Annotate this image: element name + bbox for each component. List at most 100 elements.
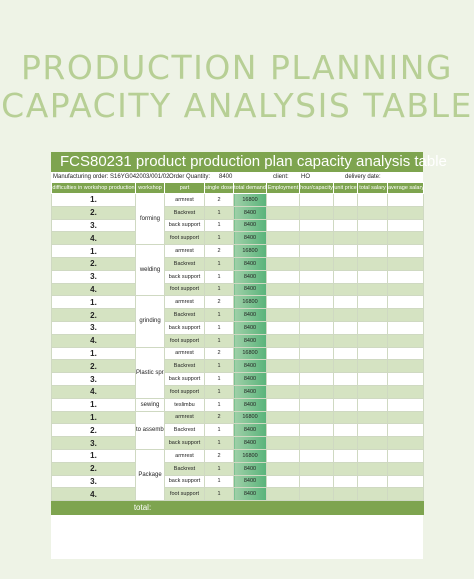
unit-price-cell[interactable] [333,436,358,450]
hour-capacity-cell[interactable] [299,282,334,297]
average-salary-cell[interactable] [387,487,424,502]
average-salary-cell[interactable] [387,384,424,399]
single-dose-cell[interactable]: 1 [204,384,234,399]
part-cell[interactable]: back support [164,218,205,233]
total-cell[interactable] [387,500,424,516]
total-demand-cell[interactable]: 16800 [233,244,267,258]
hour-capacity-cell[interactable] [299,320,334,335]
average-salary-cell[interactable] [387,295,424,310]
row-index-cell[interactable]: 1. [51,346,136,361]
total-demand-cell[interactable]: 8400 [233,269,267,284]
average-salary-cell[interactable] [387,448,424,463]
total-demand-cell[interactable]: 8400 [233,205,267,220]
part-cell[interactable]: foot support [164,384,205,399]
unit-price-cell[interactable] [333,231,358,246]
total-cell[interactable] [266,500,300,516]
employment-cell[interactable] [266,346,300,361]
row-index-cell[interactable]: 4. [51,333,136,348]
total-salary-cell[interactable] [357,436,388,450]
unit-price-cell[interactable] [333,372,358,386]
part-cell[interactable]: Backrest [164,308,205,322]
row-index-cell[interactable]: 3. [51,218,136,233]
average-salary-cell[interactable] [387,244,424,258]
single-dose-cell[interactable]: 2 [204,346,234,361]
single-dose-cell[interactable]: 1 [204,320,234,335]
average-salary-cell[interactable] [387,308,424,322]
part-cell[interactable]: foot support [164,333,205,348]
total-demand-cell[interactable]: 8400 [233,308,267,322]
unit-price-cell[interactable] [333,474,358,489]
total-demand-cell[interactable]: 8400 [233,384,267,399]
total-demand-cell[interactable]: 8400 [233,474,267,489]
hour-capacity-cell[interactable] [299,346,334,361]
employment-cell[interactable] [266,474,300,489]
row-index-cell[interactable]: 1. [51,448,136,463]
total-cell[interactable] [233,500,267,516]
total-demand-cell[interactable]: 8400 [233,282,267,297]
total-demand-cell[interactable]: 8400 [233,218,267,233]
single-dose-cell[interactable]: 1 [204,256,234,271]
average-salary-cell[interactable] [387,372,424,386]
part-cell[interactable]: armrest [164,295,205,310]
unit-price-cell[interactable] [333,461,358,476]
total-demand-cell[interactable]: 8400 [233,436,267,450]
employment-cell[interactable] [266,372,300,386]
single-dose-cell[interactable]: 2 [204,193,234,207]
total-salary-cell[interactable] [357,474,388,489]
total-salary-cell[interactable] [357,231,388,246]
single-dose-cell[interactable]: 1 [204,205,234,220]
unit-price-cell[interactable] [333,397,358,412]
row-index-cell[interactable]: 2. [51,359,136,374]
workshop-cell[interactable]: grinding [135,295,165,348]
part-cell[interactable]: foot support [164,487,205,502]
total-salary-cell[interactable] [357,448,388,463]
average-salary-cell[interactable] [387,205,424,220]
total-demand-cell[interactable]: 16800 [233,410,267,425]
total-salary-cell[interactable] [357,346,388,361]
single-dose-cell[interactable]: 2 [204,295,234,310]
single-dose-cell[interactable]: 1 [204,461,234,476]
unit-price-cell[interactable] [333,193,358,207]
hour-capacity-cell[interactable] [299,256,334,271]
row-index-cell[interactable]: 1. [51,397,136,412]
total-salary-cell[interactable] [357,384,388,399]
part-cell[interactable]: Backrest [164,359,205,374]
total-demand-cell[interactable]: 8400 [233,397,267,412]
total-demand-cell[interactable]: 16800 [233,295,267,310]
total-salary-cell[interactable] [357,372,388,386]
total-demand-cell[interactable]: 8400 [233,231,267,246]
hour-capacity-cell[interactable] [299,423,334,438]
employment-cell[interactable] [266,244,300,258]
single-dose-cell[interactable]: 2 [204,448,234,463]
total-salary-cell[interactable] [357,193,388,207]
average-salary-cell[interactable] [387,474,424,489]
unit-price-cell[interactable] [333,384,358,399]
total-salary-cell[interactable] [357,320,388,335]
row-index-cell[interactable]: 2. [51,423,136,438]
hour-capacity-cell[interactable] [299,359,334,374]
total-demand-cell[interactable]: 16800 [233,346,267,361]
part-cell[interactable]: Backrest [164,423,205,438]
part-cell[interactable]: back support [164,269,205,284]
unit-price-cell[interactable] [333,256,358,271]
average-salary-cell[interactable] [387,231,424,246]
unit-price-cell[interactable] [333,269,358,284]
row-index-cell[interactable]: 4. [51,231,136,246]
total-demand-cell[interactable]: 8400 [233,372,267,386]
average-salary-cell[interactable] [387,320,424,335]
unit-price-cell[interactable] [333,205,358,220]
row-index-cell[interactable]: 1. [51,295,136,310]
average-salary-cell[interactable] [387,410,424,425]
hour-capacity-cell[interactable] [299,295,334,310]
workshop-cell[interactable]: forming [135,192,165,246]
hour-capacity-cell[interactable] [299,487,334,502]
employment-cell[interactable] [266,410,300,425]
row-index-cell[interactable]: 3. [51,269,136,284]
workshop-cell[interactable]: Plastic spray [135,346,165,399]
average-salary-cell[interactable] [387,256,424,271]
part-cell[interactable]: Backrest [164,256,205,271]
hour-capacity-cell[interactable] [299,205,334,220]
average-salary-cell[interactable] [387,461,424,476]
row-index-cell[interactable]: 2. [51,256,136,271]
part-cell[interactable]: teslimbu [164,397,205,412]
